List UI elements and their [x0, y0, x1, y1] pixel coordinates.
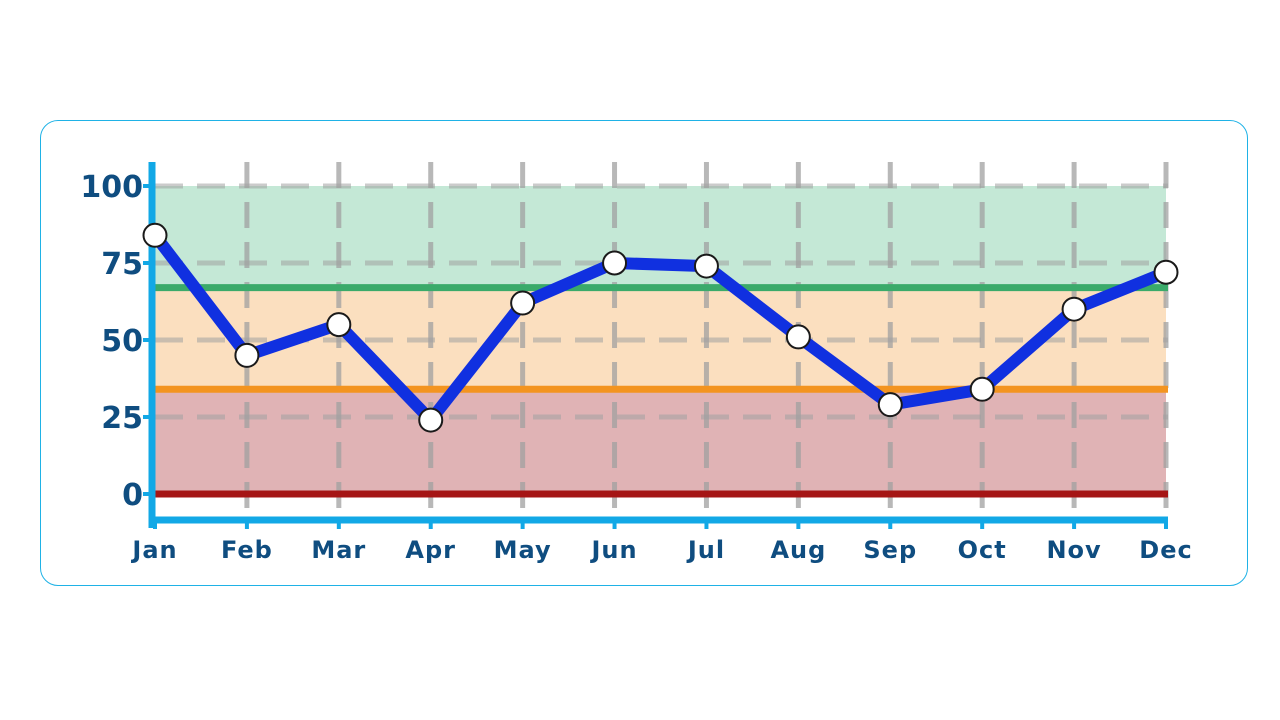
data-point-dec: [1153, 259, 1179, 285]
band-0: [152, 389, 1166, 494]
x-tick-label-nov: Nov: [1046, 536, 1101, 564]
data-point-jun: [602, 250, 628, 276]
x-tick-label-dec: Dec: [1139, 536, 1192, 564]
x-tick-label-aug: Aug: [770, 536, 826, 564]
band-2: [152, 186, 1166, 288]
y-tick-label-75: 75: [101, 247, 143, 282]
series-line-0: [149, 229, 1172, 427]
data-point-may: [510, 290, 536, 316]
axis-layer: [143, 162, 1168, 529]
x-tick-label-may: May: [494, 536, 552, 564]
x-tick-label-mar: Mar: [311, 536, 366, 564]
data-point-feb: [234, 342, 260, 368]
threshold-layer: [155, 284, 1168, 498]
data-point-oct: [969, 376, 995, 402]
x-tick-label-jan: Jan: [130, 536, 177, 564]
series-layer: [149, 229, 1172, 427]
x-tick-label-oct: Oct: [958, 536, 1007, 564]
y-tick-label-25: 25: [101, 401, 143, 436]
data-point-nov: [1061, 296, 1087, 322]
marker-layer: [142, 222, 1179, 433]
x-tick-labels: Jan Feb Mar Apr May Jun Jul Aug Sep Oct Nov Dec: [130, 536, 1192, 564]
data-point-aug: [785, 324, 811, 350]
x-tick-label-jul: Jul: [686, 536, 725, 564]
x-tick-label-jun: Jun: [589, 536, 637, 564]
data-point-jan: [142, 222, 168, 248]
x-tick-label-feb: Feb: [221, 536, 273, 564]
data-point-apr: [418, 407, 444, 433]
grid-layer: [155, 162, 1169, 520]
data-point-mar: [326, 312, 352, 338]
y-tick-label-100: 100: [80, 170, 143, 205]
data-point-jul: [693, 253, 719, 279]
y-tick-labels: 0 25 50 75 100: [80, 170, 143, 513]
x-tick-label-sep: Sep: [863, 536, 917, 564]
x-tick-label-apr: Apr: [405, 536, 456, 564]
data-point-sep: [877, 392, 903, 418]
y-tick-label-50: 50: [101, 324, 143, 359]
y-tick-label-0: 0: [122, 478, 143, 513]
